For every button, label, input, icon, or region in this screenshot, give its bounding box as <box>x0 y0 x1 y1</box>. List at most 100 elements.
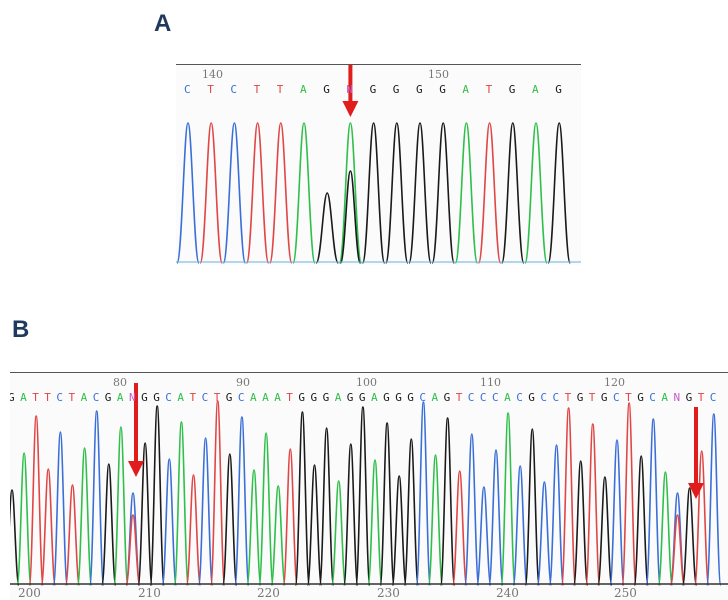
trace-peak-b-36 <box>439 417 456 586</box>
base-call-9: G <box>392 83 400 96</box>
ruler-label-b-bottom-3: 230 <box>377 586 400 600</box>
trace-peak-b-31 <box>379 422 395 586</box>
trace-peak-b-15 <box>185 474 202 586</box>
trace-peak-a-3 <box>245 122 270 264</box>
trace-peak-b-52 <box>633 455 649 586</box>
base-call-b-3: T <box>44 391 51 404</box>
panel-label-a: A <box>154 10 172 37</box>
trace-peak-a-11 <box>431 122 455 264</box>
base-call-b-58: C <box>709 391 717 404</box>
ruler-label-b-bottom-5: 250 <box>614 586 637 600</box>
trace-peak-b-49 <box>597 476 613 586</box>
base-call-b-5: T <box>68 391 76 404</box>
base-call-b-11: G <box>141 391 148 404</box>
trace-peak-b-57 <box>693 450 710 586</box>
trace-peak-a-10 <box>408 122 432 264</box>
base-call-b-26: G <box>322 391 330 404</box>
trace-peak-b-35 <box>427 454 444 586</box>
base-call-3: T <box>253 83 261 96</box>
base-call-16: G <box>555 83 562 96</box>
base-call-4: T <box>276 83 284 96</box>
trace-peak-b-19 <box>234 416 250 586</box>
trace-peak-b-28 <box>343 443 359 586</box>
trace-peak-b-21 <box>258 432 274 586</box>
trace-peak-b-11 <box>137 442 153 586</box>
base-call-b-23: T <box>286 391 293 404</box>
base-call-b-20: A <box>250 391 257 404</box>
trace-peak-b-45 <box>548 444 565 586</box>
base-call-b-31: G <box>383 391 390 404</box>
base-call-b-56: G <box>685 391 693 404</box>
chromatogram-panel-a: C T C T T A G N G G G G A T G A G 140 150 <box>176 64 581 265</box>
base-call-b-2: T <box>32 391 39 404</box>
base-call-b-39: C <box>479 391 487 404</box>
trace-peak-b-9 <box>113 426 129 586</box>
base-call-15: A <box>532 83 539 96</box>
base-call-b-46: T <box>564 391 572 404</box>
trace-peak-b-38 <box>464 433 480 586</box>
trace-peak-b-56 <box>681 487 698 586</box>
trace-peak-b-53 <box>645 418 662 586</box>
trace-peak-b-37 <box>451 470 468 586</box>
base-call-b-52: G <box>637 391 644 404</box>
trace-peak-b-30 <box>367 459 383 586</box>
base-call-b-43: G <box>528 391 535 404</box>
mutation-arrow-a <box>342 65 359 117</box>
trace-peak-a-7-a <box>338 122 363 264</box>
base-call-b-17: T <box>213 391 221 404</box>
base-call-6: G <box>323 83 330 96</box>
ruler-label-b-bottom-0: 200 <box>18 586 41 600</box>
base-call-b-42: C <box>516 391 523 404</box>
base-call-11: G <box>439 83 446 96</box>
trace-peak-a-7-g <box>339 170 362 264</box>
base-call-7: N <box>346 83 354 96</box>
ruler-label-b-bottom-4: 240 <box>496 586 519 600</box>
base-call-b-33: G <box>407 391 414 404</box>
base-call-b-6: A <box>80 391 88 404</box>
base-call-b-48: T <box>588 391 596 404</box>
trace-peak-b-2 <box>28 415 44 586</box>
chromatogram-panel-b: GATTCTACGANGGCATCTGCAAATGGGAGGAGGGCAGTCC… <box>10 372 728 600</box>
trace-peak-b-58 <box>706 413 722 586</box>
base-call-b-10: N <box>129 391 136 404</box>
trace-peak-b-20 <box>246 469 262 586</box>
panel-label-b: B <box>12 316 30 343</box>
ruler-label-a-1: 150 <box>428 68 449 81</box>
trace-peak-a-4 <box>269 122 293 264</box>
base-call-b-14: A <box>177 391 185 404</box>
base-call-b-24: G <box>298 391 306 404</box>
trace-peak-b-3 <box>40 468 57 586</box>
trace-peak-b-25 <box>306 464 323 586</box>
trace-svg-b <box>10 383 728 586</box>
trace-peak-b-1 <box>16 452 32 586</box>
trace-peak-a-0 <box>176 122 200 264</box>
base-call-b-53: C <box>649 391 656 404</box>
trace-peak-b-6 <box>76 447 93 586</box>
base-call-b-34: C <box>419 391 427 404</box>
base-call-b-32: G <box>395 391 402 404</box>
base-call-0: C <box>184 83 191 96</box>
base-call-b-28: G <box>346 391 354 404</box>
base-call-b-51: T <box>625 391 632 404</box>
base-call-b-27: A <box>334 391 342 404</box>
trace-peak-b-26 <box>318 427 335 586</box>
base-call-8: G <box>369 83 377 96</box>
base-call-b-1: A <box>20 391 27 404</box>
base-call-b-21: A <box>262 391 269 404</box>
base-call-b-50: C <box>613 391 620 404</box>
trace-peak-b-7 <box>88 410 105 586</box>
base-call-b-38: C <box>467 391 475 404</box>
base-call-b-22: A <box>274 391 281 404</box>
trace-peak-b-51 <box>621 402 637 586</box>
trace-peak-a-6 <box>315 192 339 264</box>
base-call-b-9: A <box>116 391 124 404</box>
ruler-label-b-bottom-1: 210 <box>138 586 161 600</box>
ruler-label-b-top-2: 100 <box>356 376 377 389</box>
base-call-b-44: C <box>540 391 548 404</box>
trace-peak-b-34 <box>415 401 432 586</box>
trace-peak-b-13 <box>161 458 178 586</box>
ruler-label-b-bottom-2: 220 <box>257 586 280 600</box>
base-call-b-12: G <box>153 391 160 404</box>
ruler-label-b-top-0: 80 <box>113 376 127 389</box>
ruler-label-b-top-3: 110 <box>480 376 501 389</box>
